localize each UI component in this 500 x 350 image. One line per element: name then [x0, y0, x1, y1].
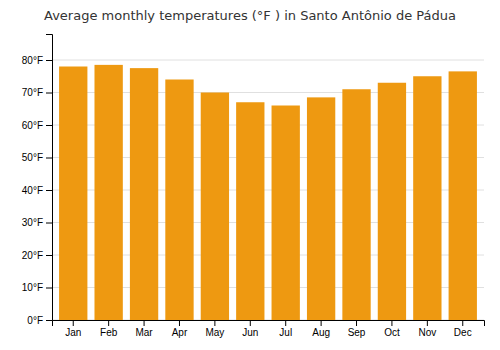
- x-tick-mark: [427, 320, 428, 326]
- bar: [413, 76, 441, 320]
- y-tick-mark: [46, 223, 52, 224]
- x-tick-label: Oct: [384, 327, 400, 338]
- chart-title: Average monthly temperatures (°F ) in Sa…: [44, 8, 456, 23]
- x-tick-mark: [179, 320, 180, 326]
- plot-area: 0°F 10°F 20°F 30°F 40°F 50°F 60°F 70°F 80°F Jan Fe…: [22, 35, 485, 339]
- chart-svg: Average monthly temperatures (°F ) in Sa…: [0, 0, 500, 350]
- y-tick-label: 60°F: [22, 120, 43, 131]
- bar: [165, 80, 193, 321]
- x-tick-label: Nov: [418, 327, 436, 338]
- y-tick: 30°F: [22, 217, 52, 228]
- y-tick-mark: [46, 190, 52, 191]
- x-tick-mark: [250, 320, 251, 326]
- x-tick: Nov: [418, 320, 436, 338]
- x-tick-label: Sep: [348, 327, 366, 338]
- y-tick-mark: [46, 60, 52, 61]
- x-tick: Mar: [135, 320, 153, 338]
- x-tick: Apr: [172, 320, 188, 338]
- y-tick-label: 20°F: [22, 250, 43, 261]
- y-tick-label: 40°F: [22, 185, 43, 196]
- x-tick-mark: [285, 320, 286, 326]
- y-tick-label: 80°F: [22, 55, 43, 66]
- y-tick-mark: [46, 320, 52, 321]
- x-tick-mark: [144, 320, 145, 326]
- x-tick-mark: [391, 320, 392, 326]
- grid-line: [52, 60, 484, 61]
- bar: [59, 67, 87, 321]
- x-tick: Dec: [454, 320, 472, 338]
- y-tick-mark: [46, 255, 52, 256]
- y-tick-mark: [46, 158, 52, 159]
- bar: [272, 106, 300, 321]
- y-tick: 50°F: [22, 152, 52, 163]
- bar: [201, 93, 229, 321]
- x-tick-label: Jul: [279, 327, 292, 338]
- x-tick: Oct: [384, 320, 400, 338]
- y-tick: 70°F: [22, 87, 52, 98]
- x-tick: May: [205, 320, 224, 338]
- bar: [342, 89, 370, 320]
- x-axis-line: [53, 321, 485, 327]
- bar: [236, 102, 264, 320]
- x-axis: Jan Feb Mar Apr May Jun Jul Aug Sep Oct Nov Dec: [53, 320, 485, 338]
- x-tick-mark: [356, 320, 357, 326]
- x-tick-mark: [73, 320, 74, 326]
- y-axis: 0°F 10°F 20°F 30°F 40°F 50°F 60°F 70°F 80°F: [22, 35, 53, 326]
- y-tick-label: 10°F: [22, 282, 43, 293]
- y-tick: 20°F: [22, 250, 52, 261]
- x-tick-mark: [321, 320, 322, 326]
- bar: [130, 68, 158, 320]
- y-tick: 60°F: [22, 120, 52, 131]
- y-tick-mark: [46, 288, 52, 289]
- y-tick-mark: [46, 125, 52, 126]
- chart-container: Average monthly temperatures (°F ) in Sa…: [0, 0, 500, 350]
- x-tick-label: Jan: [65, 327, 81, 338]
- y-tick-label: 30°F: [22, 217, 43, 228]
- x-tick-label: Jun: [242, 327, 258, 338]
- grid: [52, 60, 484, 320]
- x-tick-mark: [108, 320, 109, 326]
- y-tick: 0°F: [27, 315, 52, 326]
- x-tick: Jan: [65, 320, 81, 338]
- bars: [59, 65, 477, 320]
- x-tick-label: Aug: [312, 327, 330, 338]
- x-tick: Jun: [242, 320, 258, 338]
- x-tick: Jul: [279, 320, 292, 338]
- x-tick-label: Feb: [100, 327, 118, 338]
- y-tick: 10°F: [22, 282, 52, 293]
- x-tick-label: Mar: [135, 327, 153, 338]
- bar: [94, 65, 122, 320]
- bar: [378, 83, 406, 320]
- y-tick-label: 50°F: [22, 152, 43, 163]
- y-tick: 40°F: [22, 185, 52, 196]
- x-tick-label: May: [205, 327, 224, 338]
- x-tick-label: Dec: [454, 327, 472, 338]
- x-tick: Feb: [100, 320, 118, 338]
- bar: [449, 71, 477, 320]
- y-axis-line: [46, 35, 53, 321]
- x-tick: Sep: [348, 320, 366, 338]
- y-tick: 80°F: [22, 55, 52, 66]
- x-tick: Aug: [312, 320, 330, 338]
- x-tick-label: Apr: [172, 327, 188, 338]
- x-tick-mark: [462, 320, 463, 326]
- y-tick-label: 70°F: [22, 87, 43, 98]
- y-tick-mark: [46, 93, 52, 94]
- y-tick-label: 0°F: [27, 315, 43, 326]
- x-tick-mark: [214, 320, 215, 326]
- bar: [307, 97, 335, 320]
